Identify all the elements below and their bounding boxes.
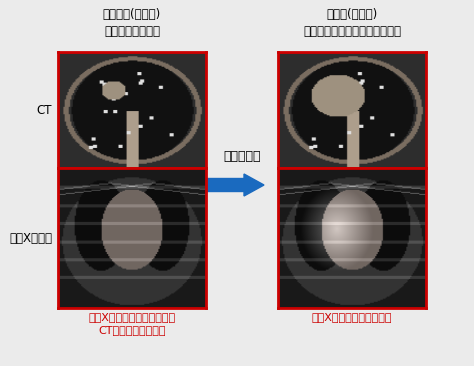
Text: 胸部X線写真で発見できない
CTでのみ発見できる: 胸部X線写真で発見できない CTでのみ発見できる (89, 312, 175, 335)
Text: CT: CT (36, 104, 52, 116)
Text: 進行すると: 進行すると (223, 150, 261, 163)
FancyArrow shape (202, 174, 264, 196)
Text: 浸潤癌(進行癌)
（手術でなおらないことあり）: 浸潤癌(進行癌) （手術でなおらないことあり） (303, 8, 401, 38)
Text: 胸部X線写真: 胸部X線写真 (9, 232, 52, 244)
Text: 胸部X線写真で発見できる: 胸部X線写真で発見できる (312, 312, 392, 322)
Text: 上皮内癌(早期癌)
（手術でなおる）: 上皮内癌(早期癌) （手術でなおる） (103, 8, 161, 38)
